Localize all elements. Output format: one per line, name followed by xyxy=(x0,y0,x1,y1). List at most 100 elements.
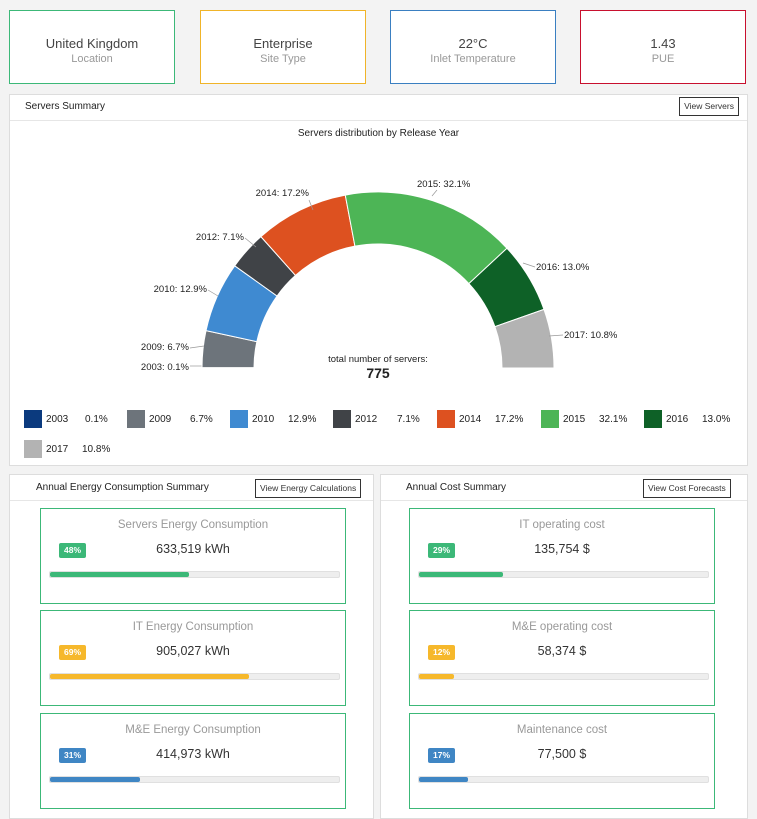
servers-summary-panel: Servers Summary View Servers xyxy=(9,94,748,466)
legend-item-2003[interactable]: 2003 0.1% xyxy=(24,410,124,428)
slice-label-2017: 2017: 10.8% xyxy=(564,330,618,341)
panel-divider xyxy=(10,120,747,121)
view-cost-forecasts-button[interactable]: View Cost Forecasts xyxy=(643,479,731,498)
slice-label-2003: 2003: 0.1% xyxy=(141,362,190,373)
legend-swatch xyxy=(644,410,662,428)
progress-fill xyxy=(419,674,454,679)
panel-title: Annual Cost Summary xyxy=(406,482,507,493)
percent-badge: 29% xyxy=(428,543,456,558)
legend-item-2016[interactable]: 2016 13.0% xyxy=(644,410,744,428)
slice-label-connector xyxy=(207,289,219,297)
servers-release-year-chart: 2003: 0.1% 2009: 6.7% 2010: 12.9% 2012: 7.1… xyxy=(141,179,618,381)
percent-badge: 31% xyxy=(59,748,87,763)
view-servers-button[interactable]: View Servers xyxy=(679,97,739,116)
progress-fill xyxy=(50,572,189,577)
legend-item-2017[interactable]: 2017 10.8% xyxy=(24,440,124,458)
slice-label-connector xyxy=(308,199,314,211)
slice-label-2015: 2015: 32.1% xyxy=(417,179,471,190)
card-title: Maintenance cost xyxy=(516,724,608,736)
legend-percent: 12.9% xyxy=(288,414,317,425)
slice-label-2012: 2012: 7.1% xyxy=(196,232,245,243)
progress-track xyxy=(418,776,709,783)
legend-year: 2009 xyxy=(149,414,172,425)
card-title: M&E operating cost xyxy=(511,621,613,633)
slice-label-connector xyxy=(431,189,438,197)
percent-badge: 69% xyxy=(59,645,87,660)
kpi-label: Location xyxy=(71,53,113,65)
kpi-value: Enterprise xyxy=(253,36,313,51)
legend-year: 2017 xyxy=(46,444,69,455)
kpi-location: United Kingdom Location xyxy=(9,10,175,84)
legend-year: 2016 xyxy=(666,414,689,425)
percent-badge: 17% xyxy=(428,748,456,763)
percent-badge: 48% xyxy=(59,543,87,558)
servers-energy-card: Servers Energy Consumption 48% 633,519 k… xyxy=(40,508,346,604)
view-energy-calculations-button[interactable]: View Energy Calculations xyxy=(255,479,362,498)
legend-item-2012[interactable]: 2012 7.1% xyxy=(333,410,433,428)
legend-percent: 6.7% xyxy=(190,414,213,425)
progress-track xyxy=(418,571,709,578)
me-operating-cost-card: M&E operating cost 12% 58,374 $ xyxy=(409,610,715,706)
legend-swatch xyxy=(437,410,455,428)
kpi-label: Inlet Temperature xyxy=(430,53,516,65)
panel-title: Servers Summary xyxy=(25,101,106,112)
legend-item-2015[interactable]: 2015 32.1% xyxy=(541,410,641,428)
panel-title: Annual Energy Consumption Summary xyxy=(36,482,209,493)
me-energy-card: M&E Energy Consumption 31% 414,973 kWh xyxy=(40,713,346,809)
slice-2015[interactable] xyxy=(344,191,508,285)
legend-swatch xyxy=(127,410,145,428)
kpi-site-type: Enterprise Site Type xyxy=(200,10,366,84)
legend-item-2014[interactable]: 2014 17.2% xyxy=(437,410,537,428)
kpi-value: United Kingdom xyxy=(45,36,139,51)
legend-year: 2003 xyxy=(46,414,69,425)
it-energy-card: IT Energy Consumption 69% 905,027 kWh xyxy=(40,610,346,706)
progress-track xyxy=(49,673,340,680)
card-value: 135,754 $ xyxy=(534,542,590,556)
slice-label-connector xyxy=(189,345,205,349)
legend-year: 2015 xyxy=(563,414,586,425)
card-value: 58,374 $ xyxy=(537,644,587,658)
card-value: 905,027 kWh xyxy=(156,644,230,658)
card-value: 414,973 kWh xyxy=(156,747,230,761)
slice-label-connector xyxy=(548,334,564,337)
kpi-value: 1.43 xyxy=(650,36,676,51)
legend-percent: 17.2% xyxy=(495,414,524,425)
progress-track xyxy=(418,673,709,680)
progress-fill xyxy=(419,777,469,782)
card-title: IT operating cost xyxy=(519,519,605,531)
slice-label-connector xyxy=(244,237,257,248)
slice-label-2016: 2016: 13.0% xyxy=(536,262,590,273)
total-servers-value: 775 xyxy=(366,365,390,381)
legend-swatch xyxy=(541,410,559,428)
legend-swatch xyxy=(24,440,42,458)
maintenance-cost-card: Maintenance cost 17% 77,500 $ xyxy=(409,713,715,809)
legend-percent: 0.1% xyxy=(85,414,108,425)
center-label: total number of servers: xyxy=(328,354,428,365)
progress-track xyxy=(49,571,340,578)
card-title: Servers Energy Consumption xyxy=(117,519,269,531)
panel-divider xyxy=(381,500,747,501)
slice-label-2010: 2010: 12.9% xyxy=(154,284,208,295)
legend-percent: 13.0% xyxy=(702,414,731,425)
legend-swatch xyxy=(230,410,248,428)
slice-label-connector xyxy=(522,262,536,268)
progress-fill xyxy=(50,674,250,679)
legend-percent: 10.8% xyxy=(82,444,111,455)
kpi-pue: 1.43 PUE xyxy=(580,10,746,84)
kpi-label: PUE xyxy=(651,53,675,65)
card-title: IT Energy Consumption xyxy=(132,621,254,633)
legend-item-2009[interactable]: 2009 6.7% xyxy=(127,410,227,428)
legend-item-2010[interactable]: 2010 12.9% xyxy=(230,410,330,428)
legend-year: 2014 xyxy=(459,414,482,425)
slice-label-2014: 2014: 17.2% xyxy=(256,188,310,199)
slice-2017[interactable] xyxy=(494,308,555,369)
slice-label-2009: 2009: 6.7% xyxy=(141,342,190,353)
progress-fill xyxy=(50,777,140,782)
progress-track xyxy=(49,776,340,783)
legend-percent: 7.1% xyxy=(397,414,420,425)
legend-swatch xyxy=(333,410,351,428)
it-operating-cost-card: IT operating cost 29% 135,754 $ xyxy=(409,508,715,604)
legend-percent: 32.1% xyxy=(599,414,628,425)
card-value: 77,500 $ xyxy=(537,747,587,761)
kpi-inlet-temperature: 22°C Inlet Temperature xyxy=(390,10,556,84)
